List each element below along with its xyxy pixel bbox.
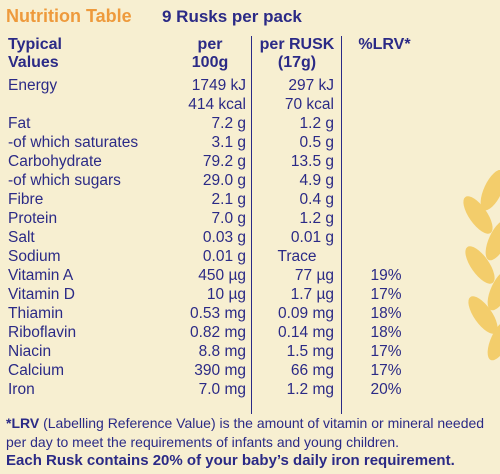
value-lrv: 17% xyxy=(370,343,402,360)
value-per-100g: 0.53 mg xyxy=(189,305,246,322)
value-per-rusk: 0.01 g xyxy=(290,229,334,246)
pack-count: 9 Rusks per pack xyxy=(162,7,302,26)
value-per-rusk: 1.7 µg xyxy=(290,286,334,303)
value-per-100g: 0.01 g xyxy=(202,248,246,265)
nutrient-name: Iron xyxy=(8,381,35,398)
header-per100-line2: 100g xyxy=(191,54,229,71)
nutrient-name: Niacin xyxy=(8,343,52,360)
table-row: 414 kcal 70 kcal xyxy=(0,95,500,114)
table-row: Protein 7.0 g 1.2 g xyxy=(0,209,500,228)
header-lrv: %LRV* xyxy=(358,36,411,53)
value-per-100g: 2.1 g xyxy=(211,191,246,208)
lrv-footnote: *LRV (Labelling Reference Value) is the … xyxy=(6,414,498,452)
value-lrv: 18% xyxy=(370,305,402,322)
table-row: Niacin 8.8 mg 1.5 mg 17% xyxy=(0,342,500,361)
column-divider xyxy=(251,36,252,414)
header-typical-line2: Values xyxy=(8,54,59,71)
nutrient-name: -of which saturates xyxy=(8,134,139,151)
table-row: Energy 1749 kJ 297 kJ xyxy=(0,76,500,95)
header-typical-line1: Typical xyxy=(8,36,62,53)
iron-statement: Each Rusk contains 20% of your baby’s da… xyxy=(6,452,455,469)
table-row: Riboflavin 0.82 mg 0.14 mg 18% xyxy=(0,323,500,342)
header-per-100g: per 100g xyxy=(170,36,250,72)
value-per-rusk: 1.2 mg xyxy=(286,381,334,398)
value-per-rusk: 66 mg xyxy=(290,362,334,379)
nutrient-name: Energy xyxy=(8,77,58,94)
value-per-100g: 390 mg xyxy=(194,362,246,379)
table-row: Calcium 390 mg 66 mg 17% xyxy=(0,361,500,380)
nutrient-name: Sodium xyxy=(8,248,61,265)
table-row: Fat 7.2 g 1.2 g xyxy=(0,114,500,133)
value-per-100g: 10 µg xyxy=(206,286,246,303)
value-per-rusk: 0.5 g xyxy=(299,134,334,151)
nutrient-name: Fat xyxy=(8,115,31,132)
table-row: Vitamin A 450 µg 77 µg 19% xyxy=(0,266,500,285)
table-row: -of which sugars 29.0 g 4.9 g xyxy=(0,171,500,190)
value-per-100g: 0.82 mg xyxy=(189,324,246,341)
value-per-100g: 414 kcal xyxy=(188,96,246,113)
value-per-rusk: Trace xyxy=(277,248,317,265)
table-row: Fibre 2.1 g 0.4 g xyxy=(0,190,500,209)
value-lrv: 18% xyxy=(370,324,402,341)
value-per-100g: 7.0 g xyxy=(211,210,246,227)
nutrient-name: Thiamin xyxy=(8,305,64,322)
header-typical-values: Typical Values xyxy=(8,36,62,72)
value-per-rusk: 1.5 mg xyxy=(286,343,334,360)
value-per-rusk: 297 kJ xyxy=(288,77,334,94)
wheat-decoration-icon xyxy=(463,170,500,361)
nutrient-name: Vitamin D xyxy=(8,286,75,303)
header-per-rusk: per RUSK (17g) xyxy=(252,36,342,72)
nutrient-name: Salt xyxy=(8,229,35,246)
nutrient-name: Carbohydrate xyxy=(8,153,102,170)
value-lrv: 17% xyxy=(370,362,402,379)
value-per-rusk: 13.5 g xyxy=(290,153,334,170)
nutrition-table-title: Nutrition Table xyxy=(6,6,132,26)
value-per-rusk: 0.4 g xyxy=(299,191,334,208)
header-perrusk-line1: per RUSK xyxy=(259,36,335,53)
value-per-100g: 8.8 mg xyxy=(198,343,246,360)
value-lrv: 17% xyxy=(370,286,402,303)
value-per-100g: 7.0 mg xyxy=(198,381,246,398)
table-row: -of which saturates 3.1 g 0.5 g xyxy=(0,133,500,152)
table-row: Vitamin D 10 µg 1.7 µg 17% xyxy=(0,285,500,304)
column-divider xyxy=(341,36,342,414)
nutrient-name: -of which sugars xyxy=(8,172,121,189)
value-lrv: 20% xyxy=(370,381,402,398)
table-row: Sodium 0.01 g Trace xyxy=(0,247,500,266)
value-per-rusk: 0.09 mg xyxy=(277,305,334,322)
nutrient-name: Fibre xyxy=(8,191,44,208)
nutrient-name: Riboflavin xyxy=(8,324,77,341)
value-per-100g: 29.0 g xyxy=(202,172,246,189)
header-perrusk-line2: (17g) xyxy=(277,54,317,71)
nutrition-rows: Energy 1749 kJ 297 kJ 414 kcal 70 kcal F… xyxy=(0,76,500,399)
nutrient-name: Calcium xyxy=(8,362,64,379)
nutrient-name: Vitamin A xyxy=(8,267,74,284)
value-per-rusk: 77 µg xyxy=(294,267,334,284)
value-per-100g: 1749 kJ xyxy=(191,77,246,94)
table-row: Carbohydrate 79.2 g 13.5 g xyxy=(0,152,500,171)
table-row: Salt 0.03 g 0.01 g xyxy=(0,228,500,247)
table-row: Thiamin 0.53 mg 0.09 mg 18% xyxy=(0,304,500,323)
lrv-footnote-text: (Labelling Reference Value) is the amoun… xyxy=(6,415,485,450)
value-per-100g: 450 µg xyxy=(198,267,246,284)
value-lrv: 19% xyxy=(370,267,402,284)
value-per-100g: 0.03 g xyxy=(202,229,246,246)
value-per-rusk: 0.14 mg xyxy=(277,324,334,341)
value-per-rusk: 1.2 g xyxy=(299,210,334,227)
header-per100-line1: per xyxy=(197,36,223,53)
value-per-100g: 79.2 g xyxy=(202,153,246,170)
value-per-rusk: 4.9 g xyxy=(299,172,334,189)
value-per-rusk: 1.2 g xyxy=(299,115,334,132)
lrv-footnote-term: *LRV xyxy=(6,415,40,431)
nutrient-name: Protein xyxy=(8,210,58,227)
value-per-100g: 7.2 g xyxy=(211,115,246,132)
value-per-100g: 3.1 g xyxy=(211,134,246,151)
table-row: Iron 7.0 mg 1.2 mg 20% xyxy=(0,380,500,399)
value-per-rusk: 70 kcal xyxy=(284,96,334,113)
